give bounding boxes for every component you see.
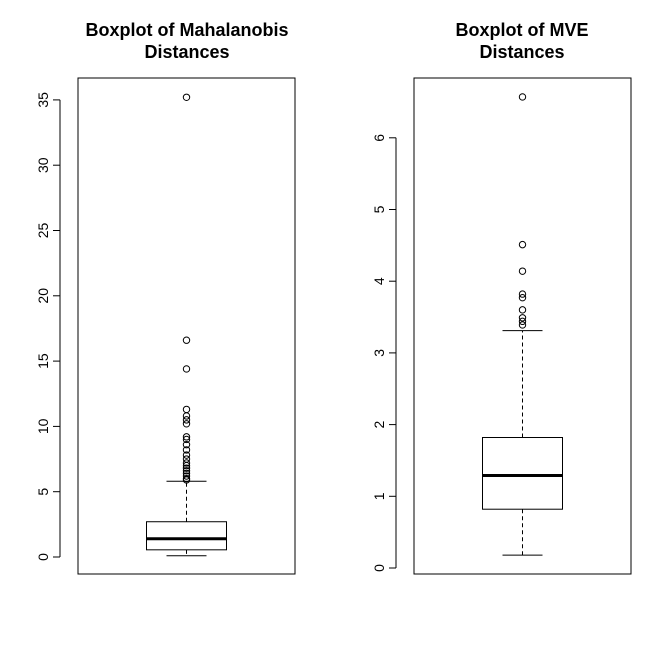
right-y-tick-label: 0 — [371, 564, 387, 572]
left-outlier-point — [182, 412, 191, 420]
left-outlier-point — [182, 446, 191, 454]
left-chart-title-line-1: Boxplot of Mahalanobis — [85, 20, 289, 40]
left-y-tick-label: 10 — [35, 418, 51, 434]
right-chart-title-line-2: Distances — [479, 42, 565, 62]
left-outlier-point — [182, 405, 191, 414]
right-outlier-point — [518, 317, 527, 326]
left-outlier-point — [182, 433, 191, 441]
right-y-tick-label: 4 — [371, 277, 387, 285]
right-y-tick-label: 6 — [371, 134, 387, 142]
right-outlier-point — [518, 293, 527, 302]
left-outlier-point — [182, 472, 191, 480]
left-outlier-point — [182, 451, 191, 459]
left-outlier-point — [182, 420, 191, 428]
left-outlier-point — [182, 459, 191, 467]
right-outlier-point — [518, 314, 527, 322]
left-outlier-point — [182, 416, 191, 424]
left-y-tick-label: 15 — [35, 353, 51, 369]
left-y-tick-label: 30 — [35, 157, 51, 173]
right-y-tick-label: 2 — [371, 420, 387, 428]
left-outlier-point — [182, 336, 191, 344]
right-outlier-point — [518, 321, 527, 329]
left-y-tick-label: 5 — [35, 488, 51, 496]
left-outlier-point — [182, 464, 191, 472]
left-outlier-point — [182, 93, 191, 101]
left-chart-title: Boxplot of Mahalanobis Distances — [38, 19, 336, 63]
left-iqr-box — [146, 521, 227, 551]
left-outlier-point — [182, 435, 191, 444]
right-y-tick-label: 5 — [371, 205, 387, 213]
left-y-tick-label: 0 — [35, 553, 51, 561]
left-plot-frame — [77, 77, 296, 575]
right-outlier-point — [518, 290, 527, 298]
left-y-tick-label: 20 — [35, 288, 51, 304]
right-chart-title-line-1: Boxplot of MVE — [455, 20, 589, 40]
right-y-tick-label: 1 — [371, 492, 387, 500]
left-y-tick-label: 25 — [35, 223, 51, 239]
right-plot-frame — [413, 77, 632, 575]
left-outlier-point — [182, 440, 191, 449]
left-outlier-point — [182, 461, 191, 470]
right-chart-title: Boxplot of MVE Distances — [373, 19, 671, 63]
right-iqr-box — [482, 437, 563, 510]
left-y-tick-label: 35 — [35, 92, 51, 108]
left-outlier-point — [182, 476, 191, 484]
right-outlier-point — [518, 240, 527, 249]
left-outlier-point — [182, 467, 191, 475]
left-outlier-point — [182, 365, 191, 373]
right-y-tick-label: 3 — [371, 349, 387, 357]
right-outlier-point — [518, 267, 527, 275]
right-outlier-point — [518, 306, 527, 314]
left-chart-title-line-2: Distances — [144, 42, 230, 62]
right-outlier-point — [518, 93, 527, 101]
